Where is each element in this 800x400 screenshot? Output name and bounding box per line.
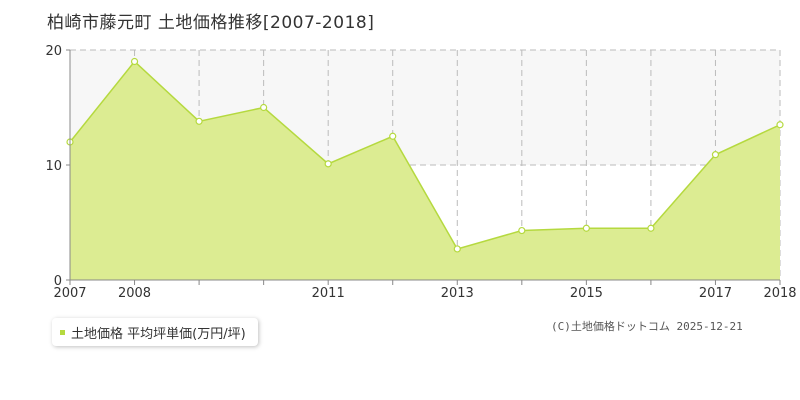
y-tick-label-10: 10 [45, 159, 62, 174]
data-points [66, 57, 784, 253]
legend-marker-icon [60, 329, 65, 335]
chart-title: 柏崎市藤元町 土地価格推移[2007-2018] [47, 13, 375, 33]
data-point-2015 [582, 224, 590, 232]
x-tick-label-2018: 2018 [763, 286, 796, 301]
legend: 土地価格 平均坪単価(万円/坪) [52, 318, 258, 346]
y-tick-labels: 0 10 20 [45, 44, 62, 289]
y-tick-label-0: 0 [54, 274, 62, 289]
axes [66, 49, 781, 285]
x-tick-label-2013: 2013 [441, 286, 474, 301]
x-tick-label-2007: 2007 [53, 286, 86, 301]
x-tick-label-2015: 2015 [570, 286, 603, 301]
data-point-2013 [453, 245, 461, 253]
legend-label: 土地価格 平均坪単価(万円/坪) [71, 326, 246, 342]
data-point-2012 [389, 132, 397, 140]
data-point-2016 [647, 224, 655, 232]
data-point-2011 [324, 160, 332, 168]
x-tick-label-2008: 2008 [118, 286, 151, 301]
data-point-2008 [130, 57, 139, 66]
data-point-2014 [518, 226, 526, 235]
x-tick-labels: 2007 2008 2011 2013 2015 2017 2018 [53, 286, 796, 301]
data-point-2018 [776, 121, 784, 129]
copyright-text: (C)土地価格ドットコム 2025-12-21 [551, 320, 743, 333]
price-line [69, 60, 781, 250]
x-tick-label-2017: 2017 [699, 286, 732, 301]
price-area [70, 61, 780, 280]
x-tick-label-2011: 2011 [312, 286, 345, 301]
data-point-2009 [195, 117, 203, 125]
data-point-2017 [711, 151, 720, 159]
y-tick-label-20: 20 [45, 44, 62, 59]
data-point-2010 [260, 103, 268, 112]
